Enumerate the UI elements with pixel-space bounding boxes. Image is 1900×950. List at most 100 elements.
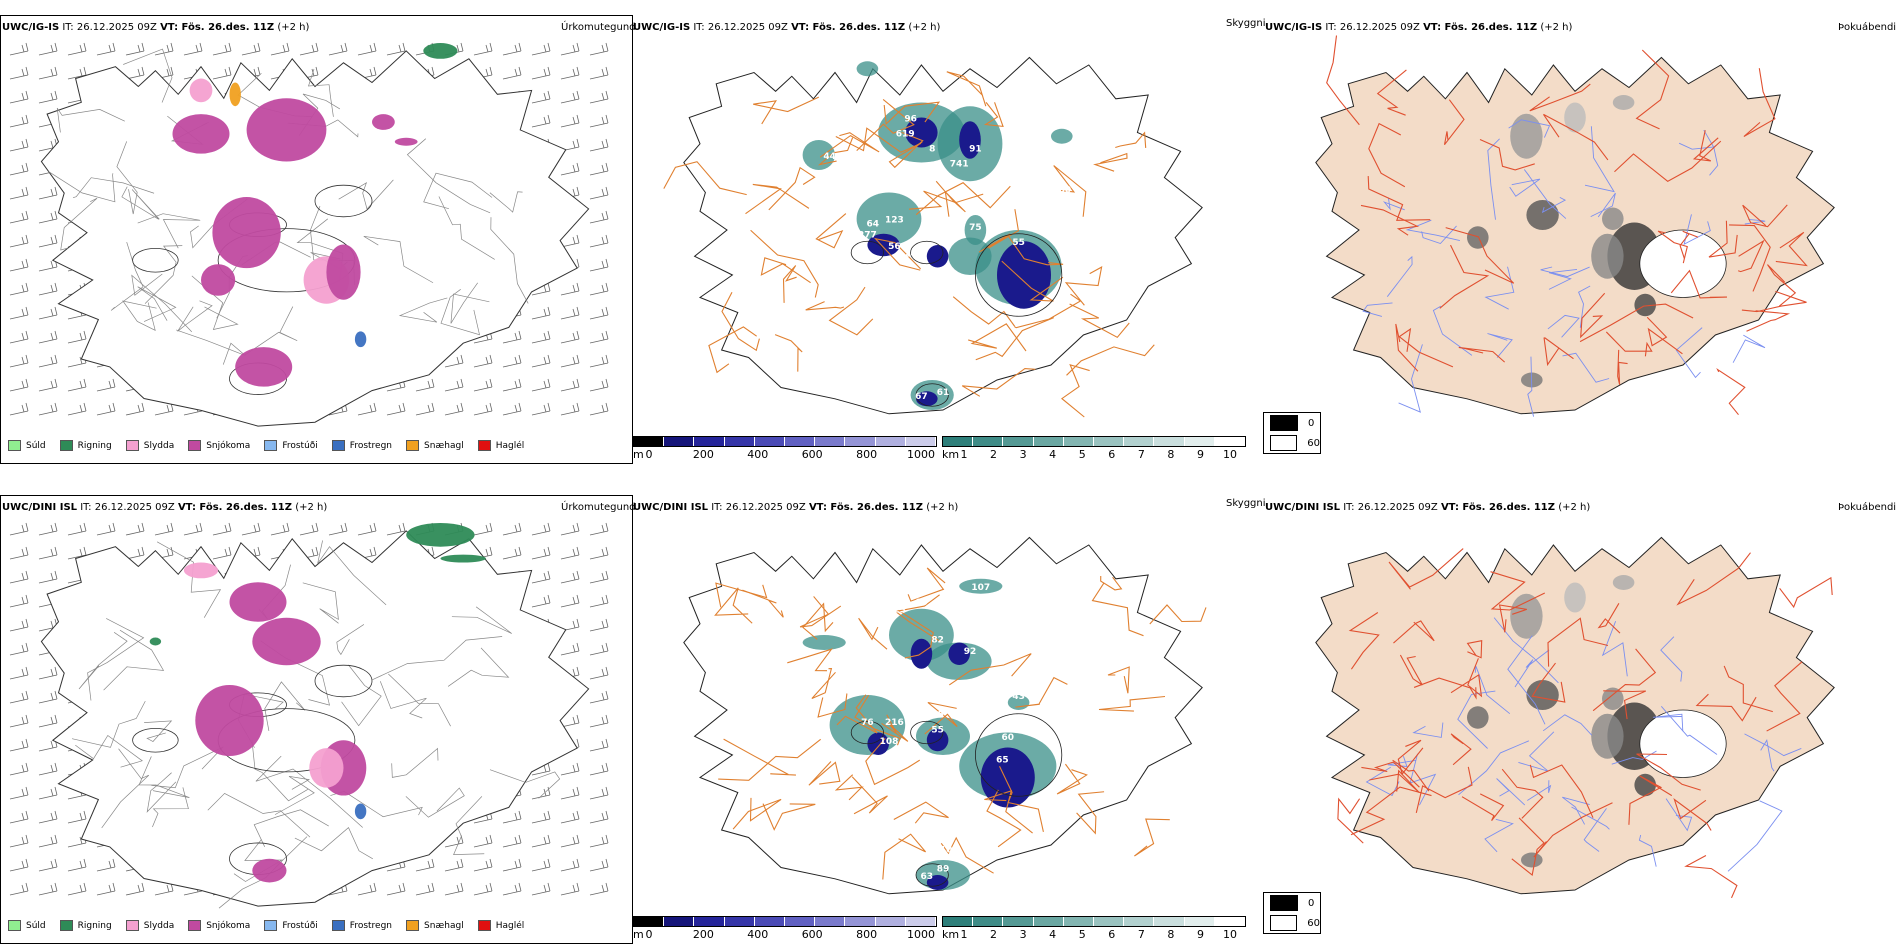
colorbar-tick: 10 — [1223, 928, 1237, 941]
fog-header-bottom: UWC/DINI ISL IT: 26.12.2025 09Z VT: Fös.… — [1265, 502, 1590, 513]
legend-label: Slydda — [143, 920, 175, 931]
colorbar-step — [664, 437, 695, 446]
legend-item: Frostregn — [331, 440, 393, 451]
cloud-title: Skyggni — [1226, 498, 1266, 509]
precip-legend-bottom: Súld Rigning Slydda Snjókoma Frostúði Frostre… — [8, 920, 538, 931]
cloud-title: Skyggni — [1226, 18, 1266, 29]
legend-swatch — [125, 440, 139, 451]
init-time: IT: 26.12.2025 09Z — [711, 502, 806, 513]
lead-time: (+2 h) — [1540, 22, 1573, 33]
cloud-base-label: 65 — [996, 756, 1009, 766]
cloud-base-label: 8 — [929, 144, 935, 154]
init-time: IT: 26.12.2025 09Z — [62, 22, 157, 33]
lead-time: (+2 h) — [926, 502, 959, 513]
precip-title: Úrkomutegund — [561, 22, 636, 33]
colorbar-step — [1033, 437, 1064, 446]
cloud-base-label: 57 — [931, 216, 944, 226]
valid-time: VT: Fös. 26.des. 11Z — [808, 502, 924, 513]
legend-swatch — [8, 440, 21, 451]
glacier-outline — [974, 713, 1063, 797]
cloud-base-label: 89 — [937, 864, 950, 874]
colorbar-step — [943, 917, 974, 926]
cloud-base-label: 60 — [1002, 733, 1015, 743]
legend-swatch — [188, 440, 202, 451]
cloud-base-label: 65 — [915, 598, 928, 608]
legend-swatch — [8, 920, 21, 931]
precip-header-bottom: UWC/DINI ISL IT: 26.12.2025 09Z VT: Fös.… — [2, 502, 327, 513]
colorbar-step — [815, 437, 846, 446]
fog-map-bottom — [1315, 536, 1835, 899]
fog-scale-swatch — [1270, 895, 1298, 911]
colorbar-step — [1184, 917, 1215, 926]
cloud-header-bottom: UWC/DINI ISL IT: 26.12.2025 09Z VT: Fös.… — [633, 502, 958, 513]
lead-time: (+2 h) — [295, 502, 328, 513]
fog-scale-swatch — [1270, 435, 1298, 451]
colorbar-step — [1214, 917, 1246, 926]
legend-swatch — [59, 440, 73, 451]
colorbar-step — [1063, 437, 1095, 446]
colorbar-tick: 6 — [1108, 928, 1116, 941]
colorbar-tick: 0 — [645, 928, 653, 941]
cloud-base-label: 76 — [861, 718, 874, 728]
legend-label: Slydda — [143, 440, 175, 451]
legend-label: Frostregn — [349, 440, 393, 451]
legend-label: Frostregn — [349, 920, 393, 931]
colorbar-tick: 1 — [960, 928, 968, 941]
colorbar-tick: 10 — [1223, 448, 1237, 461]
colorbar — [942, 916, 1246, 927]
colorbar-tick: 200 — [692, 448, 714, 461]
colorbar-step — [1003, 917, 1034, 926]
legend-item: Frostregn — [331, 920, 393, 931]
colorbar-step — [815, 917, 846, 926]
model-name: UWC/DINI ISL — [633, 502, 709, 513]
colorbar-tick: 800 — [856, 448, 878, 461]
legend-item: Súld — [8, 920, 46, 931]
colorbar-step — [845, 917, 876, 926]
colorbar-tick: 9 — [1196, 928, 1204, 941]
legend-item: Slydda — [125, 440, 175, 451]
iceland-land — [1315, 536, 1835, 895]
colorbar-step — [634, 437, 665, 446]
legend-label: Frostúði — [282, 920, 318, 931]
colorbar-step — [973, 437, 1004, 446]
legend-label: Haglél — [495, 920, 525, 931]
valid-time: VT: Fös. 26.des. 11Z — [160, 22, 275, 33]
cloud-base-label: 24 — [904, 249, 917, 259]
colorbar-step — [875, 437, 906, 446]
fog-scale-row: 0 — [1264, 413, 1320, 433]
precip-map-bottom — [9, 522, 609, 909]
colorbar-tick: 3 — [1019, 448, 1027, 461]
glacier-outline — [132, 247, 179, 273]
road-network — [1326, 35, 1808, 416]
colorbar-step — [1214, 437, 1246, 446]
cloud-base-label: 55 — [1012, 238, 1025, 248]
cloud-base-label: 277 — [858, 231, 877, 241]
colorbar-tick: 6 — [1108, 448, 1116, 461]
legend-label: Snjókoma — [206, 440, 251, 451]
cloud-base-label: 96 — [904, 114, 917, 124]
cloud-base-label: 75 — [969, 223, 982, 233]
glacier-outline — [132, 727, 179, 753]
fog-scale-swatch — [1270, 415, 1298, 431]
legend-label: Haglél — [495, 440, 525, 451]
legend-item: Súld — [8, 440, 46, 451]
legend-label: Rigning — [77, 440, 112, 451]
cloud-base-label: 91 — [969, 144, 982, 154]
legend-item: Frostúði — [264, 440, 318, 451]
fog-header-top: UWC/IG-IS IT: 26.12.2025 09Z VT: Fös. 26… — [1265, 22, 1572, 33]
colorbar-tick: 8 — [1167, 448, 1175, 461]
colorbar-step — [973, 917, 1004, 926]
legend-item: Snæhagl — [406, 920, 464, 931]
glacier-area — [1639, 229, 1727, 298]
colorbar-tick: 600 — [801, 928, 823, 941]
fog-scale-swatch — [1270, 915, 1298, 931]
legend-item: Snjókoma — [188, 920, 250, 931]
colorbar-step — [1033, 917, 1064, 926]
legend-swatch — [331, 440, 345, 451]
precip-map-top — [9, 42, 609, 427]
colorbar-tick: 3 — [1019, 928, 1027, 941]
colorbar-tick: 800 — [856, 928, 878, 941]
cloud-base-label: 55 — [931, 711, 944, 721]
fog-scale-top: 0 60 — [1263, 412, 1321, 454]
